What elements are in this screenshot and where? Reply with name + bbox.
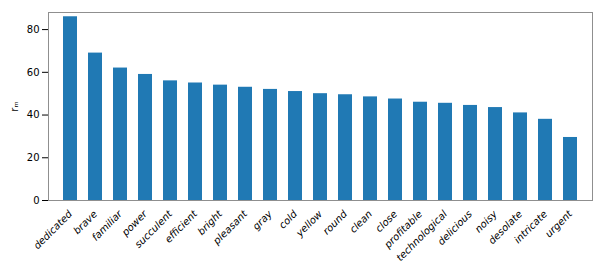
svg-text:efficient: efficient xyxy=(163,207,200,244)
svg-text:dedicated: dedicated xyxy=(31,208,74,251)
svg-text:urgent: urgent xyxy=(543,207,575,239)
svg-text:bright: bright xyxy=(195,208,225,238)
svg-text:20: 20 xyxy=(27,152,40,163)
svg-text:yellow: yellow xyxy=(293,208,325,240)
svg-text:delicious: delicious xyxy=(435,208,474,247)
svg-text:close: close xyxy=(373,208,400,235)
svg-text:40: 40 xyxy=(27,109,40,120)
svg-text:brave: brave xyxy=(71,208,100,237)
svg-text:noisy: noisy xyxy=(472,208,500,235)
svg-text:familiar: familiar xyxy=(90,208,125,243)
svg-text:profitable: profitable xyxy=(382,208,425,251)
svg-text:desolate: desolate xyxy=(486,208,525,247)
svg-text:pleasant: pleasant xyxy=(210,207,250,247)
svg-text:cold: cold xyxy=(276,208,300,231)
svg-text:round: round xyxy=(321,208,350,237)
svg-text:60: 60 xyxy=(27,67,40,78)
svg-text:gray: gray xyxy=(250,207,274,231)
svg-text:intricate: intricate xyxy=(512,208,549,245)
svg-text:technological: technological xyxy=(394,208,450,264)
svg-text:power: power xyxy=(119,208,150,238)
svg-text:rₘ: rₘ xyxy=(9,101,20,111)
svg-text:succulent: succulent xyxy=(132,208,175,250)
svg-text:clean: clean xyxy=(347,208,374,235)
svg-text:80: 80 xyxy=(27,24,40,35)
svg-text:0: 0 xyxy=(33,195,39,206)
